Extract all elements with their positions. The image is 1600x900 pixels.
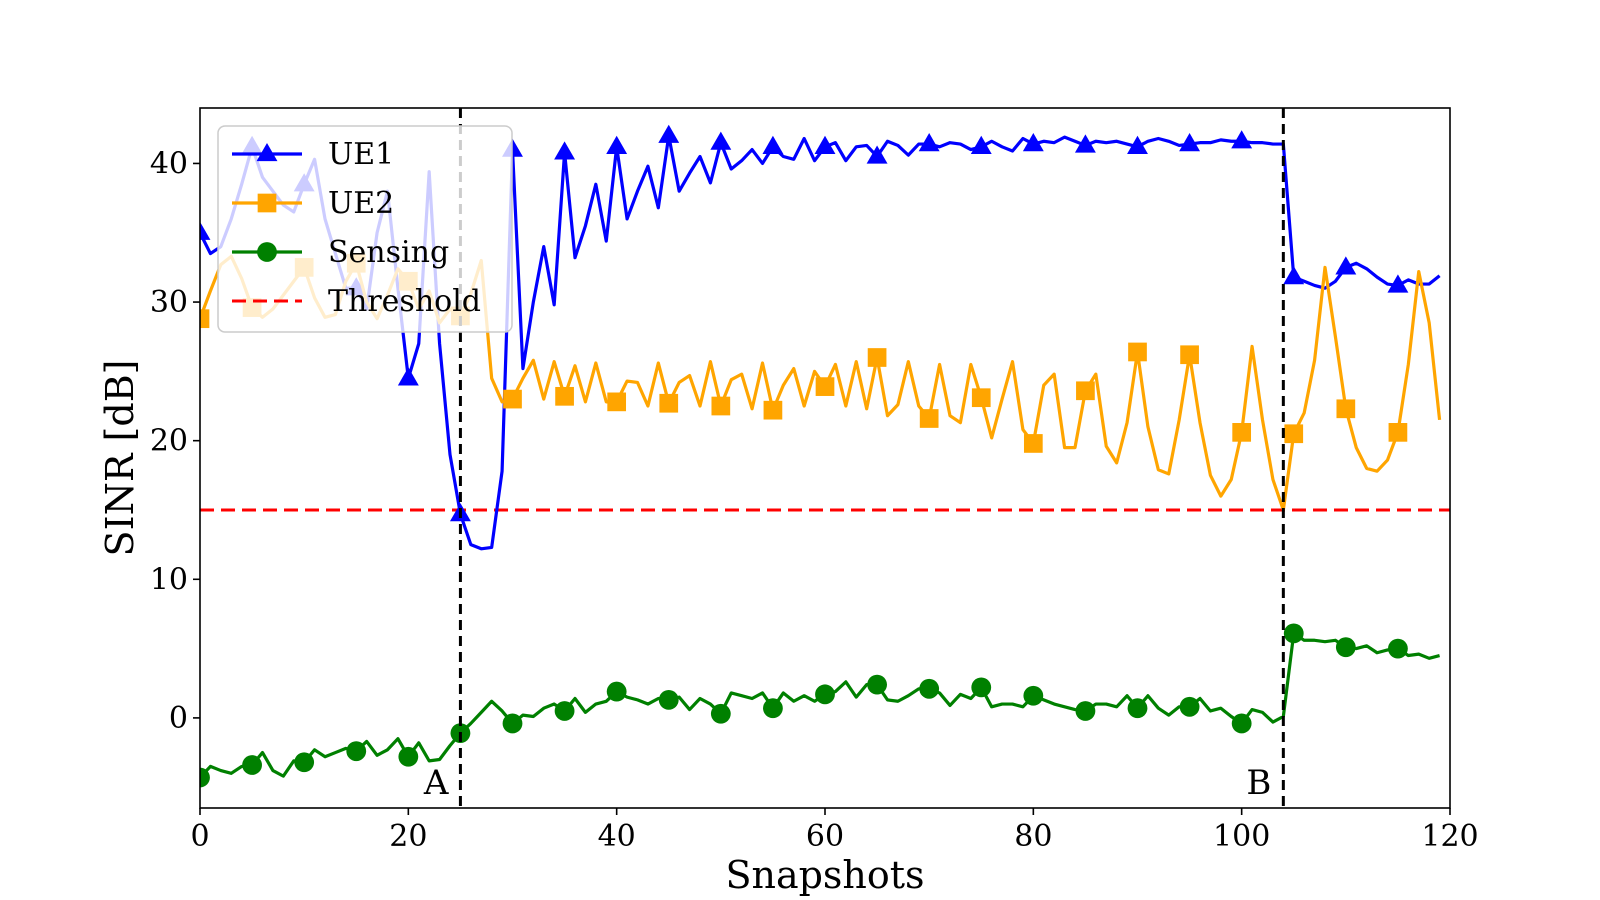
y-tick-label: 30 (150, 285, 188, 320)
data-point-ue2 (867, 348, 887, 367)
data-point-ue2 (763, 400, 783, 420)
data-point-ue1 (1283, 266, 1305, 285)
data-point-sensing (1179, 696, 1200, 717)
data-point-ue2 (1128, 342, 1147, 362)
x-tick-label: 60 (806, 819, 844, 854)
data-point-sensing (971, 677, 992, 698)
data-point-sensing (606, 681, 627, 702)
data-point-ue1 (200, 221, 211, 240)
data-point-ue1 (918, 133, 940, 152)
axes: 0 20 40 60 80 100 120 0 10 20 30 40 Snapshots SINR [d… (98, 146, 1479, 897)
data-point-ue1 (1231, 130, 1253, 149)
x-axis-label: Snapshots (725, 853, 924, 897)
y-tick-label: 20 (150, 424, 188, 459)
data-point-ue2 (659, 393, 679, 413)
legend-label-threshold: Threshold (328, 284, 481, 319)
legend-marker-ue1 (256, 143, 278, 162)
legend: UE1 UE2 Sensing Threshold (217, 125, 513, 333)
data-point-ue2 (1023, 434, 1043, 453)
data-point-ue2 (607, 392, 627, 412)
data-point-ue1 (1387, 274, 1409, 293)
data-point-sensing (1023, 685, 1044, 706)
data-point-sensing (1127, 698, 1148, 719)
data-point-ue1 (554, 141, 576, 160)
legend-label-ue2: UE2 (328, 186, 394, 221)
data-point-sensing (294, 752, 315, 773)
data-point-sensing (1283, 623, 1304, 644)
data-point-ue2 (919, 409, 939, 428)
legend-label-ue1: UE1 (328, 137, 394, 172)
data-point-sensing (710, 703, 731, 724)
data-point-ue2 (711, 396, 731, 416)
data-point-ue2 (200, 309, 210, 329)
data-point-sensing (200, 767, 210, 788)
data-point-ue1 (606, 135, 628, 154)
y-tick-label: 0 (169, 701, 188, 736)
data-point-ue2 (971, 388, 991, 408)
data-point-sensing (1388, 638, 1408, 659)
data-point-ue1 (762, 135, 784, 154)
data-point-sensing (815, 684, 835, 705)
y-tick-label: 40 (150, 146, 188, 181)
x-tick-label: 40 (598, 819, 636, 854)
data-point-sensing (1075, 701, 1096, 721)
data-point-sensing (658, 689, 679, 710)
data-point-sensing (919, 678, 940, 699)
data-point-ue2 (503, 389, 522, 409)
x-tick-label: 20 (389, 819, 427, 854)
legend-marker-sensing (257, 242, 277, 262)
data-point-ue2 (1232, 423, 1252, 442)
data-point-ue1 (710, 131, 732, 150)
data-point-ue2 (555, 386, 574, 406)
data-point-ue1 (397, 367, 419, 386)
data-point-sensing (502, 713, 523, 734)
x-tick-label: 0 (190, 819, 209, 854)
data-point-ue1 (814, 135, 836, 154)
x-tick-label: 120 (1421, 819, 1478, 854)
x-tick-label: 80 (1014, 819, 1052, 854)
data-point-ue2 (1336, 399, 1356, 419)
data-point-ue1 (658, 124, 680, 143)
data-point-ue2 (1388, 423, 1408, 442)
data-point-ue1 (1335, 256, 1357, 275)
data-point-ue1 (1074, 134, 1096, 153)
data-point-ue1 (866, 145, 888, 164)
data-point-ue2 (815, 377, 835, 396)
legend-marker-ue2 (257, 193, 277, 213)
data-point-sensing (398, 746, 419, 767)
data-point-sensing (763, 698, 783, 719)
event-label-a: A (423, 763, 449, 803)
data-point-ue1 (1127, 135, 1148, 154)
event-label-b: B (1246, 763, 1271, 803)
data-point-ue2 (1076, 381, 1095, 401)
data-point-sensing (554, 701, 575, 721)
data-point-ue2 (1180, 345, 1199, 365)
data-point-ue2 (1284, 424, 1304, 444)
data-point-sensing (1231, 713, 1252, 734)
legend-label-sensing: Sensing (328, 235, 449, 270)
data-point-ue1 (1179, 133, 1201, 152)
legend-box (217, 125, 513, 333)
data-point-sensing (346, 741, 367, 762)
data-point-sensing (242, 755, 262, 775)
data-point-sensing (1335, 637, 1356, 658)
data-point-sensing (867, 674, 887, 695)
data-point-ue1 (970, 135, 992, 154)
data-point-ue1 (1022, 133, 1044, 152)
y-tick-label: 10 (150, 562, 188, 597)
y-axis-label: SINR [dB] (98, 360, 142, 557)
x-tick-label: 100 (1213, 819, 1270, 854)
